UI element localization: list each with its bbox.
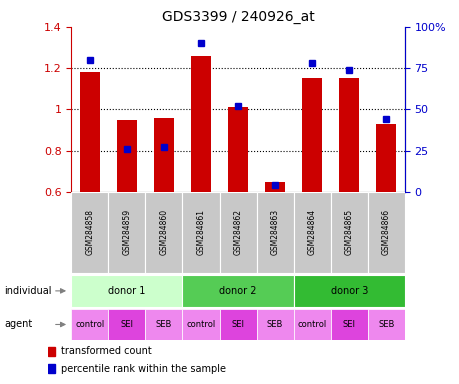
Bar bbox=[264, 182, 285, 192]
Bar bbox=[79, 72, 100, 192]
Bar bbox=[338, 78, 358, 192]
Text: individual: individual bbox=[5, 286, 52, 296]
Text: control: control bbox=[297, 320, 326, 329]
Text: control: control bbox=[186, 320, 215, 329]
Text: GSM284864: GSM284864 bbox=[307, 209, 316, 255]
Text: SEB: SEB bbox=[377, 320, 394, 329]
Bar bbox=[256, 192, 293, 273]
Text: transformed count: transformed count bbox=[61, 346, 151, 356]
Bar bbox=[293, 192, 330, 273]
Bar bbox=[293, 275, 404, 307]
Text: SEI: SEI bbox=[231, 320, 244, 329]
Text: percentile rank within the sample: percentile rank within the sample bbox=[61, 364, 225, 374]
Bar bbox=[153, 118, 174, 192]
Bar bbox=[293, 309, 330, 340]
Text: GSM284859: GSM284859 bbox=[122, 209, 131, 255]
Bar bbox=[301, 78, 322, 192]
Bar bbox=[48, 347, 56, 356]
Bar bbox=[330, 192, 367, 273]
Text: SEB: SEB bbox=[156, 320, 172, 329]
Text: agent: agent bbox=[5, 319, 33, 329]
Bar bbox=[108, 192, 145, 273]
Title: GDS3399 / 240926_at: GDS3399 / 240926_at bbox=[161, 10, 314, 25]
Bar bbox=[330, 309, 367, 340]
Bar bbox=[71, 275, 182, 307]
Bar bbox=[182, 275, 293, 307]
Text: GSM284863: GSM284863 bbox=[270, 209, 279, 255]
Bar bbox=[145, 309, 182, 340]
Text: GSM284865: GSM284865 bbox=[344, 209, 353, 255]
Text: GSM284858: GSM284858 bbox=[85, 209, 94, 255]
Text: GSM284862: GSM284862 bbox=[233, 209, 242, 255]
Bar bbox=[145, 192, 182, 273]
Text: SEI: SEI bbox=[120, 320, 133, 329]
Bar bbox=[190, 56, 211, 192]
Bar bbox=[182, 309, 219, 340]
Text: SEI: SEI bbox=[342, 320, 355, 329]
Text: donor 1: donor 1 bbox=[108, 286, 145, 296]
Bar bbox=[117, 120, 137, 192]
Text: GSM284866: GSM284866 bbox=[381, 209, 390, 255]
Text: SEB: SEB bbox=[266, 320, 283, 329]
Bar bbox=[227, 108, 248, 192]
Bar bbox=[48, 364, 56, 373]
Text: donor 3: donor 3 bbox=[330, 286, 367, 296]
Bar bbox=[256, 309, 293, 340]
Bar bbox=[219, 192, 256, 273]
Bar bbox=[219, 309, 256, 340]
Bar bbox=[108, 309, 145, 340]
Text: GSM284861: GSM284861 bbox=[196, 209, 205, 255]
Text: donor 2: donor 2 bbox=[219, 286, 256, 296]
Bar bbox=[375, 124, 396, 192]
Bar bbox=[367, 192, 404, 273]
Bar bbox=[71, 192, 108, 273]
Text: GSM284860: GSM284860 bbox=[159, 209, 168, 255]
Text: control: control bbox=[75, 320, 104, 329]
Bar bbox=[71, 309, 108, 340]
Bar bbox=[367, 309, 404, 340]
Bar bbox=[182, 192, 219, 273]
